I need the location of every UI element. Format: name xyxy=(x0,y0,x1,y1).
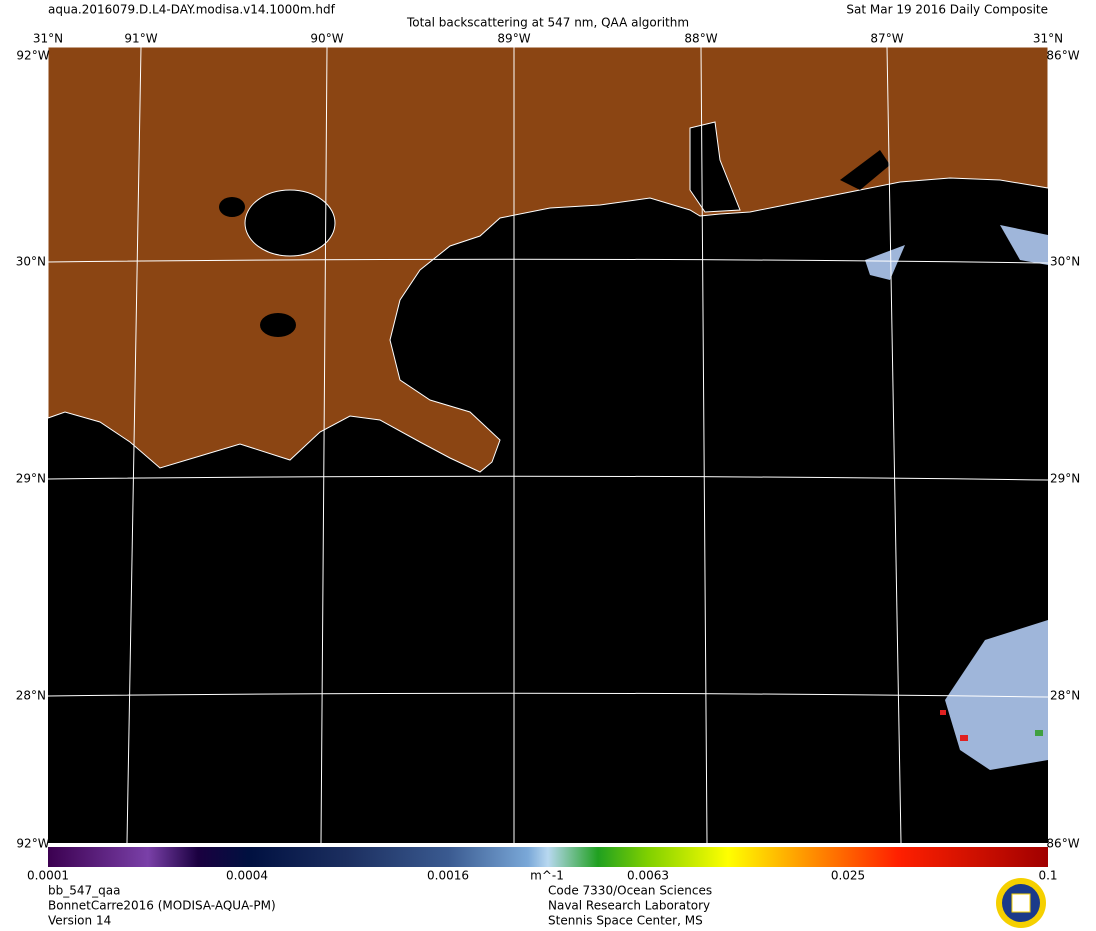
footer-left: BonnetCarre2016 (MODISA-AQUA-PM) xyxy=(48,899,276,913)
left-label: 28°N xyxy=(16,689,46,703)
left-label: 29°N xyxy=(16,472,46,486)
top-label: 87°W xyxy=(870,32,903,46)
title: Total backscattering at 547 nm, QAA algo… xyxy=(406,16,689,30)
colorbar-label: 0.1 xyxy=(1038,869,1057,883)
corner-label: 92°W xyxy=(16,49,49,63)
top-label: 90°W xyxy=(310,32,343,46)
corner-label: 92°W xyxy=(16,837,49,851)
footer-center: Naval Research Laboratory xyxy=(548,899,710,913)
footer-left: bb_547_qaa xyxy=(48,884,120,898)
corner-label: 86°W xyxy=(1046,837,1079,851)
colorbar-labels: 0.0001 0.0004 0.0016 0.0063 0.025 0.1 xyxy=(27,869,1058,883)
colorbar-label: 0.0016 xyxy=(427,869,469,883)
file-name: aqua.2016079.D.L4-DAY.modisa.v14.1000m.h… xyxy=(48,3,336,17)
logo xyxy=(996,878,1046,928)
top-label: 88°W xyxy=(684,32,717,46)
colorbar-label: 0.025 xyxy=(831,869,865,883)
right-label: 30°N xyxy=(1050,255,1080,269)
colorbar xyxy=(48,847,1048,867)
graticule-labels: 31°N 91°W 90°W 89°W 88°W 87°W 31°N 30°N 30°N 29°N… xyxy=(16,32,1081,851)
top-label: 89°W xyxy=(497,32,530,46)
right-label: 28°N xyxy=(1050,689,1080,703)
right-label: 29°N xyxy=(1050,472,1080,486)
footer-center: Stennis Space Center, MS xyxy=(548,914,703,928)
units: m^-1 xyxy=(530,869,564,883)
colorbar-label: 0.0001 xyxy=(27,869,69,883)
map xyxy=(47,46,1049,844)
footer: bb_547_qaa Code 7330/Ocean Sciences Bonnet… xyxy=(48,884,712,928)
top-label: 31°N xyxy=(33,32,63,46)
left-label: 30°N xyxy=(16,255,46,269)
date: Sat Mar 19 2016 Daily Composite xyxy=(846,3,1048,17)
colorbar-label: 0.0063 xyxy=(627,869,669,883)
footer-center: Code 7330/Ocean Sciences xyxy=(548,884,712,898)
footer-left: Version 14 xyxy=(48,914,111,928)
top-label: 91°W xyxy=(124,32,157,46)
colorbar-label: 0.0004 xyxy=(226,869,268,883)
top-label: 31°N xyxy=(1033,32,1063,46)
corner-label: 86°W xyxy=(1046,49,1079,63)
